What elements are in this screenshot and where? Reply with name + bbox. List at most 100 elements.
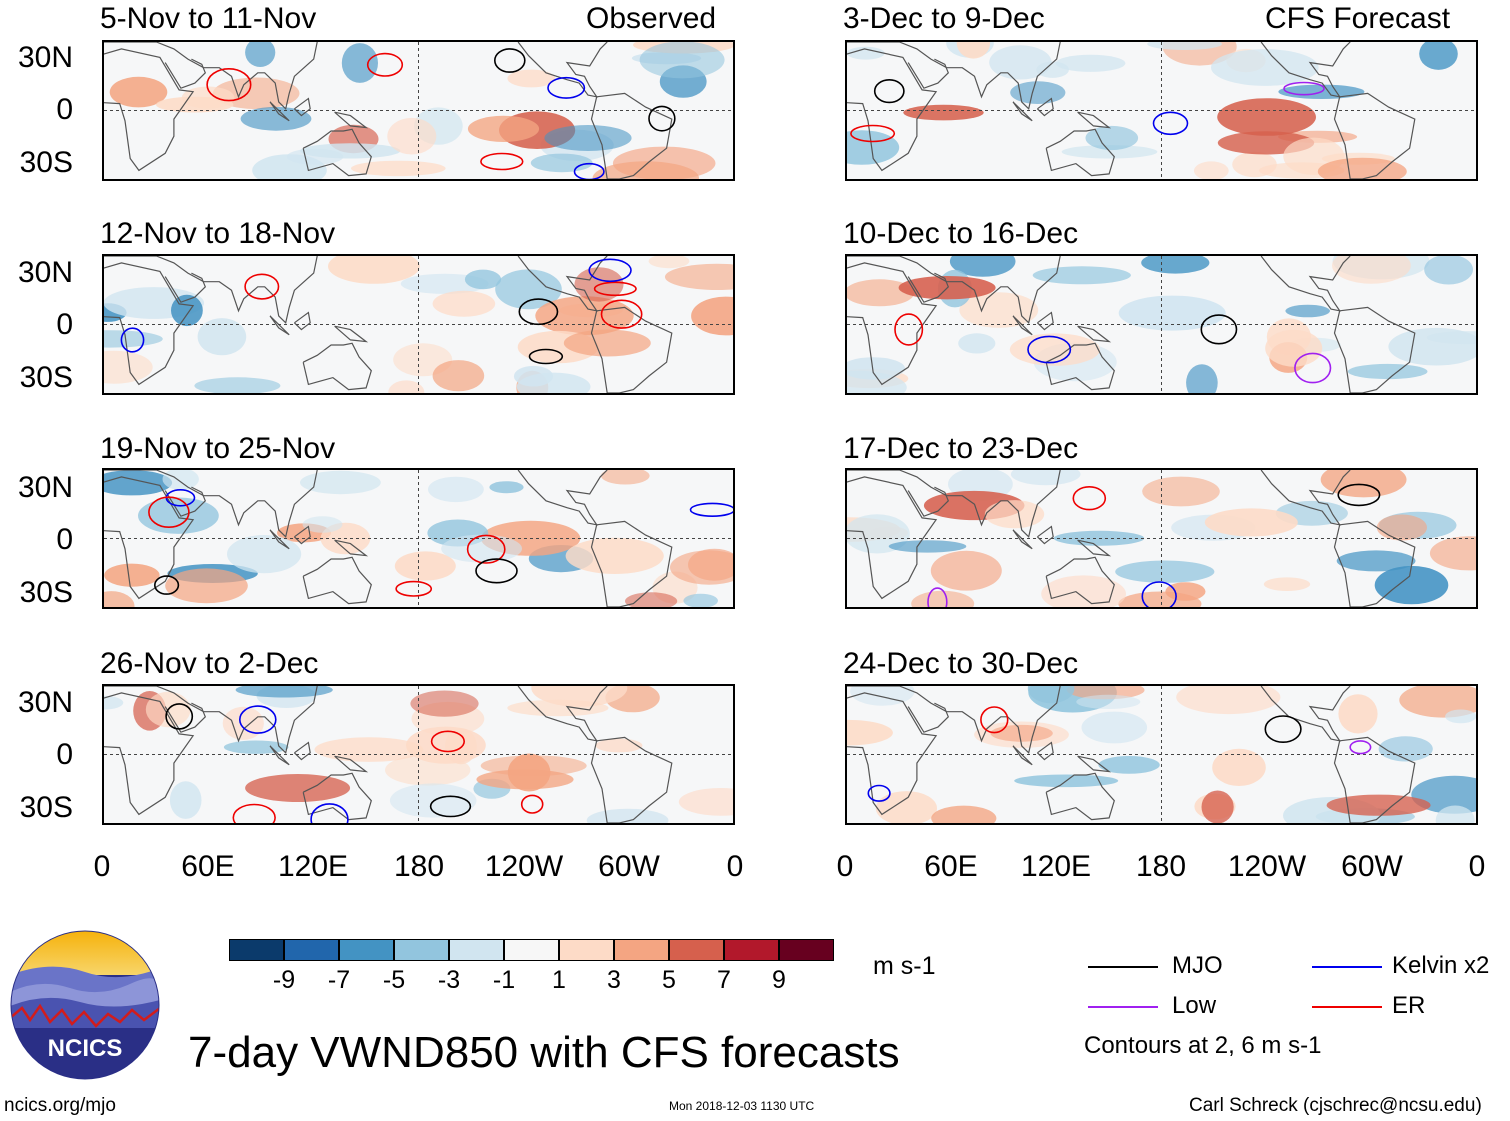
coastline bbox=[590, 520, 673, 607]
contour-line bbox=[153, 575, 180, 595]
anomaly-blob bbox=[1347, 363, 1428, 380]
lat-label-30s: 30S bbox=[19, 146, 73, 179]
legend-label-low: Low bbox=[1172, 992, 1217, 1019]
coastline bbox=[334, 539, 369, 557]
footer-timestamp: Mon 2018-12-03 1130 UTC bbox=[669, 1099, 815, 1113]
map-panel-forecast-4 bbox=[845, 684, 1478, 825]
anomaly-blob bbox=[688, 548, 733, 581]
panel-title-8: 24-Dec to 30-Dec bbox=[843, 647, 1079, 680]
anomaly-blob bbox=[1317, 157, 1407, 179]
anomaly-blob bbox=[516, 372, 591, 393]
contour-line bbox=[850, 124, 896, 143]
anomaly-blob bbox=[1142, 476, 1220, 507]
contour-line bbox=[148, 496, 190, 529]
coastline bbox=[907, 486, 950, 517]
legend-line-kelvin bbox=[1312, 966, 1382, 968]
lat-label-30s: 30S bbox=[19, 361, 73, 394]
anomaly-blob bbox=[197, 318, 247, 356]
anomaly-blob bbox=[328, 256, 420, 284]
colorbar-label: 1 bbox=[552, 966, 566, 994]
coastline bbox=[907, 272, 950, 303]
anomaly-blob bbox=[467, 115, 540, 142]
colorbar-cell bbox=[229, 939, 284, 961]
anomaly-blob bbox=[302, 516, 343, 533]
lat-label-eq: 0 bbox=[56, 93, 73, 126]
anomaly-blob bbox=[875, 791, 937, 823]
coastline bbox=[590, 736, 673, 823]
lon-label: 180 bbox=[393, 850, 445, 883]
anomaly-blob bbox=[1193, 161, 1229, 179]
lon-label: 120E bbox=[1020, 850, 1092, 883]
legend-label-mjo: MJO bbox=[1172, 952, 1223, 979]
colorbar-label: -9 bbox=[272, 966, 296, 994]
lat-label-30n: 30N bbox=[17, 256, 73, 289]
coastline bbox=[164, 272, 207, 303]
contour-line bbox=[395, 580, 433, 597]
coastline bbox=[164, 486, 207, 517]
contour-line bbox=[1337, 483, 1381, 507]
contour-line bbox=[475, 558, 518, 584]
anomaly-blob bbox=[1399, 686, 1476, 718]
lon-label: 180 bbox=[1135, 850, 1187, 883]
anomaly-blob bbox=[1201, 790, 1234, 823]
anomaly-blob bbox=[162, 470, 199, 491]
contour-line bbox=[873, 78, 905, 104]
panel-title-2: 12-Nov to 18-Nov bbox=[100, 217, 336, 250]
anomaly-blob bbox=[1374, 565, 1449, 605]
contour-line bbox=[867, 784, 891, 802]
lat-label-30s: 30S bbox=[19, 791, 73, 824]
anomaly-blob bbox=[847, 719, 893, 746]
contour-line bbox=[547, 76, 586, 99]
anomaly-blob bbox=[156, 96, 234, 113]
anomaly-blob bbox=[1336, 550, 1416, 572]
contour-line bbox=[520, 794, 544, 814]
contour-line bbox=[239, 705, 277, 734]
anomaly-blob bbox=[245, 774, 351, 802]
anomaly-blob bbox=[1041, 575, 1126, 607]
lon-label: 0 bbox=[93, 850, 111, 883]
anomaly-blob bbox=[300, 143, 401, 159]
footer-left[interactable]: ncics.org/mjo bbox=[4, 1095, 116, 1116]
panel-title-1: 5-Nov to 11-Nov bbox=[100, 2, 317, 35]
coastline bbox=[302, 772, 372, 821]
lon-label: 0 bbox=[1468, 850, 1486, 883]
anomaly-blob bbox=[984, 500, 1045, 529]
map-panel-observed-2 bbox=[102, 254, 735, 395]
coastline bbox=[1077, 111, 1112, 129]
contour-line bbox=[1264, 715, 1302, 743]
legend-line-low bbox=[1088, 1006, 1158, 1008]
anomaly-blob bbox=[104, 563, 160, 587]
anomaly-blob bbox=[1147, 42, 1222, 50]
anomaly-blob bbox=[664, 263, 733, 290]
lat-label-eq: 0 bbox=[56, 308, 73, 341]
colorbar-cell bbox=[504, 939, 559, 961]
contour-line bbox=[206, 68, 252, 102]
coastline bbox=[164, 58, 207, 89]
coastline bbox=[1012, 101, 1033, 122]
colorbar-cell bbox=[669, 939, 724, 961]
anomaly-blob bbox=[847, 130, 900, 165]
contour-line bbox=[1152, 111, 1189, 136]
anomaly-blob bbox=[847, 46, 885, 60]
coastline bbox=[1012, 745, 1033, 766]
anomaly-blob bbox=[625, 592, 678, 607]
legend-label-er: ER bbox=[1392, 992, 1426, 1019]
colorbar-cell bbox=[394, 939, 449, 961]
lon-label: 60W bbox=[1341, 850, 1403, 883]
legend-note: Contours at 2, 6 m s-1 bbox=[1084, 1032, 1322, 1059]
main-title: 7-day VWND850 with CFS forecasts bbox=[188, 1028, 900, 1077]
anomaly-blob bbox=[464, 269, 502, 290]
lat-label-30s: 30S bbox=[19, 576, 73, 609]
anomaly-blob bbox=[1263, 577, 1311, 591]
anomaly-blob bbox=[1285, 304, 1330, 318]
anomaly-blob bbox=[949, 256, 1016, 277]
anomaly-blob bbox=[104, 330, 163, 348]
coastline bbox=[847, 686, 1061, 754]
coastline bbox=[1333, 306, 1416, 393]
anomaly-blob bbox=[165, 568, 248, 604]
anomaly-blob bbox=[1265, 329, 1323, 367]
legend-line-mjo bbox=[1088, 966, 1158, 968]
coastline bbox=[517, 470, 608, 526]
coastline bbox=[847, 470, 1061, 538]
anomaly-blob bbox=[194, 377, 281, 393]
